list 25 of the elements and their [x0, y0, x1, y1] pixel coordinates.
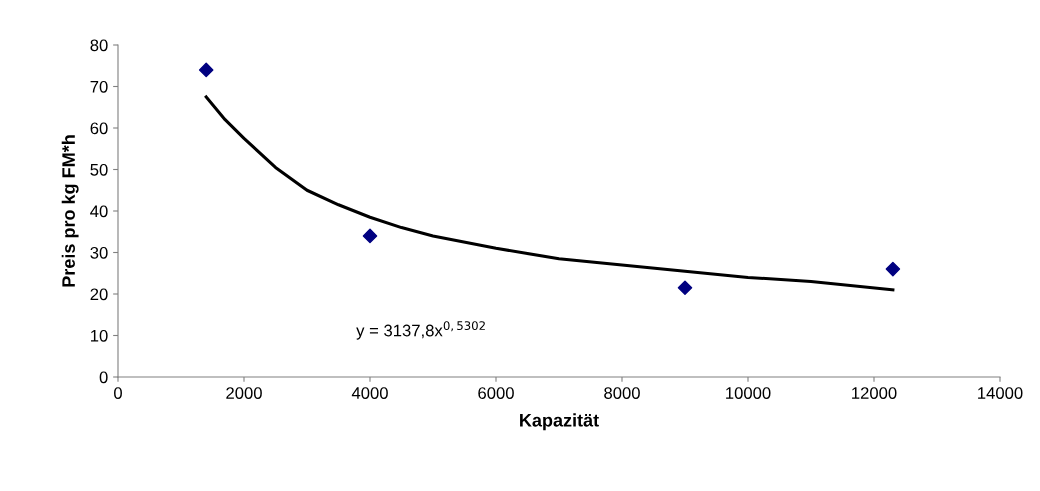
- y-tick-label: 40: [90, 205, 108, 218]
- point: [885, 261, 901, 277]
- y-tick-label: 70: [90, 80, 108, 93]
- point: [677, 280, 693, 296]
- point: [198, 62, 214, 78]
- y-tick-label: 30: [90, 246, 108, 259]
- annotation: y = 3137,8x$^{0,5302}$: [356, 321, 485, 340]
- x-tick-label: 2000: [226, 387, 262, 399]
- x-tick-label: 6000: [478, 387, 514, 399]
- y-tick-label: 50: [90, 163, 108, 176]
- y-tick-label: 60: [90, 122, 108, 135]
- point: [362, 228, 378, 244]
- y-tick-label: 80: [90, 39, 108, 52]
- y-tick-label: 20: [90, 288, 108, 301]
- y-tick-label: 0: [99, 371, 108, 384]
- x-tick-label: 0: [114, 387, 122, 399]
- x-tick-label: 4000: [351, 387, 388, 399]
- x-tick-label: 14000: [978, 387, 1023, 399]
- x-tick-label: 10000: [726, 387, 771, 399]
- line-series: [204, 95, 895, 292]
- x-axis-title: Kapazität: [520, 413, 599, 431]
- x-tick-label: 12000: [852, 387, 897, 399]
- x-tick-label: 8000: [604, 387, 640, 399]
- y-tick-label: 10: [91, 329, 108, 342]
- y-axis-title: Preis pro kg FM*h: [61, 135, 79, 287]
